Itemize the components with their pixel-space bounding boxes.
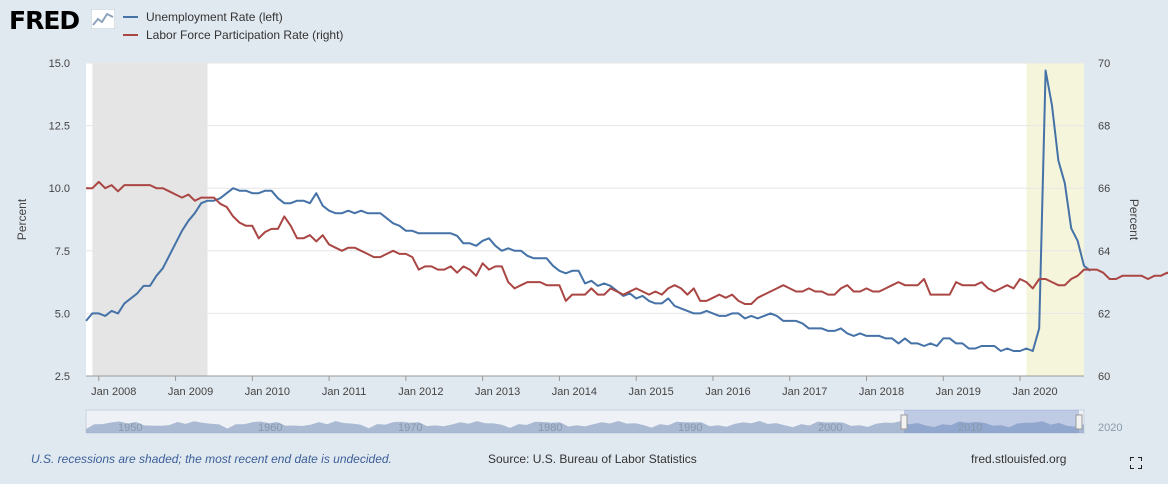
y-tick-label-left: 15.0	[49, 58, 70, 70]
chart-header: FRED Unemployment Rate (left) Labor Forc…	[0, 0, 1168, 58]
fullscreen-expand-icon[interactable]	[1129, 456, 1143, 472]
navigator: 1950 1960 1970 1980 1990 2000 2010 2020	[85, 409, 1122, 434]
plot-background	[86, 63, 1084, 376]
navigator-tick-label: 2010	[958, 422, 982, 434]
legend-item-lfpr[interactable]: Labor Force Participation Rate (right)	[123, 26, 343, 44]
y-tick-label-left: 2.5	[55, 371, 70, 383]
line-chart[interactable]: 2.5 60 5.0 62 7.5 64 10.0 66 12.5 68 15.0 70 Jan 200…	[0, 0, 1168, 446]
legend-swatch-lfpr	[123, 34, 138, 36]
x-tick-label: Jan 2008	[91, 386, 136, 398]
x-tick-label: Jan 2020	[1012, 386, 1057, 398]
x-tick-label: Jan 2017	[782, 386, 827, 398]
legend-label: Unemployment Rate (left)	[146, 10, 283, 24]
navigator-tick-label: 2020	[1098, 422, 1122, 434]
y-tick-label-left: 12.5	[49, 121, 70, 133]
navigator-handle-right[interactable]	[1075, 414, 1083, 430]
x-tick-label: Jan 2009	[168, 386, 213, 398]
x-tick-label: Jan 2012	[398, 386, 443, 398]
navigator-series	[86, 421, 1084, 433]
navigator-selection	[904, 410, 1079, 433]
x-tick-label: Jan 2011	[322, 386, 366, 398]
fred-logo[interactable]: FRED	[9, 6, 80, 35]
y-axis-title-left: Percent	[15, 198, 29, 240]
x-tick-label: Jan 2018	[859, 386, 904, 398]
y-tick-label-right: 64	[1098, 246, 1110, 258]
source-text: Source: U.S. Bureau of Labor Statistics	[488, 452, 697, 466]
recession-shading	[1026, 63, 1084, 376]
y-tick-label-right: 60	[1098, 371, 1110, 383]
series-line-lfpr	[86, 180, 1168, 305]
legend: Unemployment Rate (left) Labor Force Par…	[123, 8, 343, 44]
y-tick-label-right: 68	[1098, 121, 1110, 133]
navigator-tick-label: 1980	[538, 422, 562, 434]
legend-swatch-unemployment	[123, 16, 138, 18]
legend-item-unemployment[interactable]: Unemployment Rate (left)	[123, 8, 343, 26]
legend-label: Labor Force Participation Rate (right)	[146, 28, 344, 42]
navigator-tick-label: 1990	[678, 422, 702, 434]
site-link[interactable]: fred.stlouisfed.org	[971, 452, 1067, 466]
y-tick-label-left: 5.0	[55, 308, 70, 320]
x-tick-label: Jan 2015	[629, 386, 674, 398]
fred-chart-icon	[91, 9, 115, 29]
x-tick-label: Jan 2019	[936, 386, 981, 398]
y-tick-label-right: 62	[1098, 308, 1110, 320]
navigator-tick-label: 1950	[118, 422, 142, 434]
navigator-tick-label: 2000	[818, 422, 842, 434]
y-tick-label-right: 70	[1098, 58, 1110, 70]
footer: U.S. recessions are shaded; the most rec…	[0, 446, 1168, 476]
series-line-unemployment	[85, 69, 1092, 352]
recession-note: U.S. recessions are shaded; the most rec…	[31, 452, 392, 466]
x-tick-label: Jan 2010	[245, 386, 290, 398]
y-tick-label-right: 66	[1098, 183, 1110, 195]
x-tick-label: Jan 2013	[475, 386, 520, 398]
navigator-tick-label: 1960	[258, 422, 282, 434]
x-tick-label: Jan 2016	[705, 386, 750, 398]
y-tick-label-left: 7.5	[55, 246, 70, 258]
x-tick-label: Jan 2014	[552, 386, 597, 398]
navigator-tick-label: 1970	[398, 422, 422, 434]
navigator-handle-left[interactable]	[900, 414, 908, 430]
y-axis-title-right: Percent	[1127, 199, 1141, 241]
y-tick-label-left: 10.0	[49, 183, 70, 195]
